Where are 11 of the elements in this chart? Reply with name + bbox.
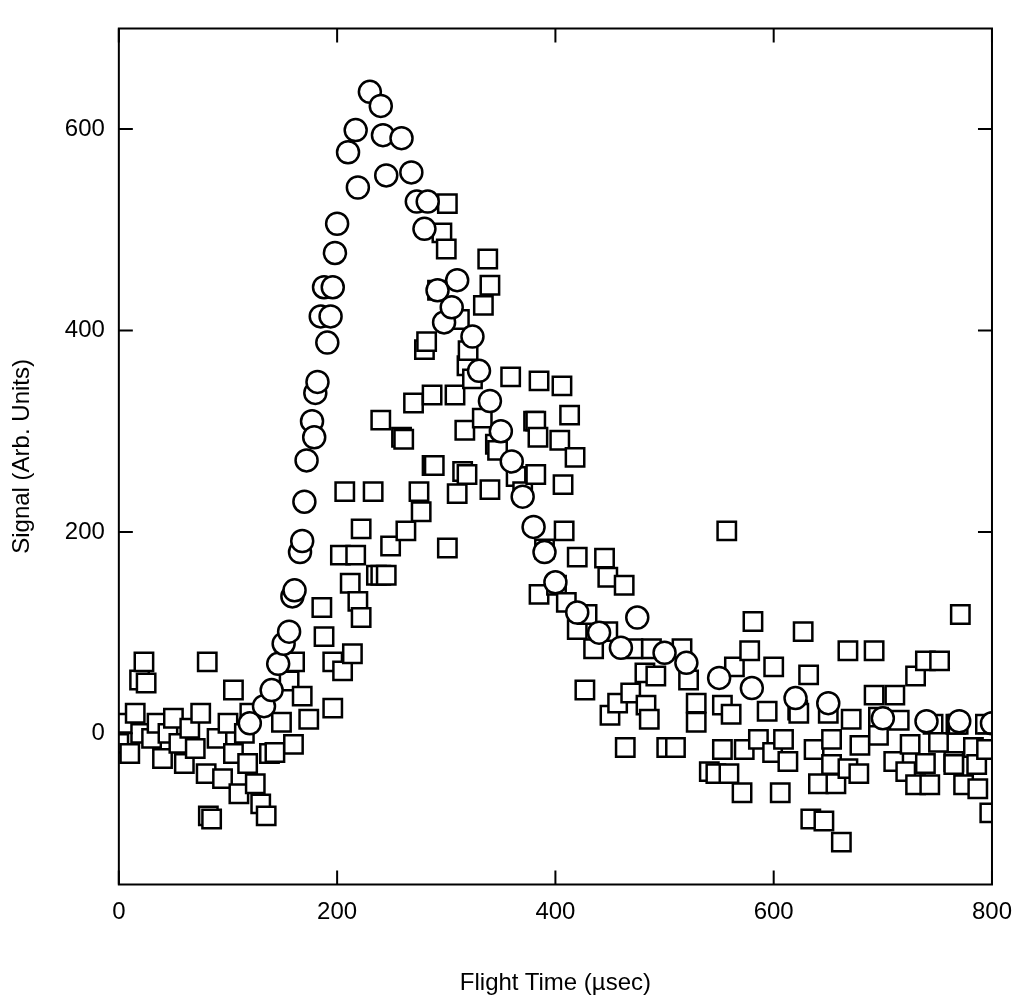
x-tick-label: 600 [753,897,794,925]
y-tick-label: 200 [64,516,105,544]
y-tick-label: 400 [64,315,105,343]
y-tick-label: 0 [91,717,105,745]
x-axis-title: Flight Time (µsec) [459,968,652,996]
x-tick-label: 400 [535,897,576,925]
y-tick-label: 600 [64,113,105,141]
x-tick-label: 800 [971,897,1012,925]
y-axis-title: Signal (Arb. Units) [7,359,35,554]
x-tick-label: 200 [317,897,358,925]
x-tick-label: 0 [112,897,126,925]
